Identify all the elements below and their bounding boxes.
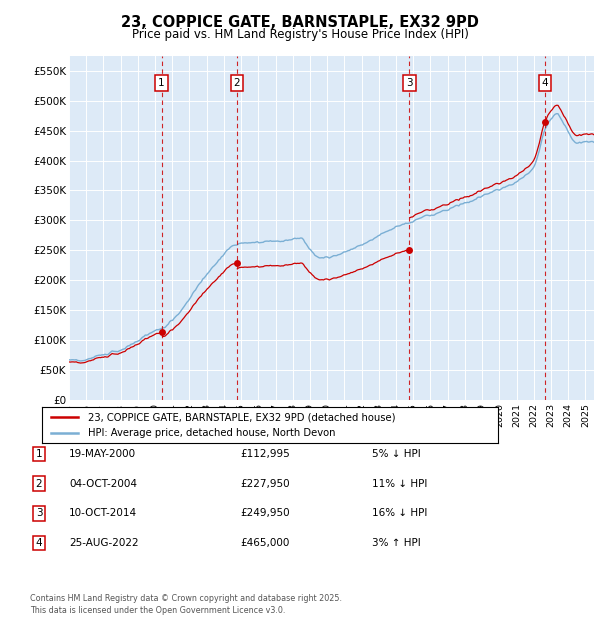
Text: 19-MAY-2000: 19-MAY-2000 <box>69 449 136 459</box>
Text: 4: 4 <box>35 538 43 548</box>
Text: £465,000: £465,000 <box>240 538 289 548</box>
Text: 1: 1 <box>158 78 165 87</box>
Text: 2: 2 <box>35 479 43 489</box>
Text: 11% ↓ HPI: 11% ↓ HPI <box>372 479 427 489</box>
Text: 3: 3 <box>35 508 43 518</box>
Text: 3: 3 <box>406 78 413 87</box>
Text: 16% ↓ HPI: 16% ↓ HPI <box>372 508 427 518</box>
Text: 23, COPPICE GATE, BARNSTAPLE, EX32 9PD: 23, COPPICE GATE, BARNSTAPLE, EX32 9PD <box>121 16 479 30</box>
Text: 23, COPPICE GATE, BARNSTAPLE, EX32 9PD (detached house): 23, COPPICE GATE, BARNSTAPLE, EX32 9PD (… <box>88 412 395 422</box>
Text: HPI: Average price, detached house, North Devon: HPI: Average price, detached house, Nort… <box>88 428 335 438</box>
Text: 4: 4 <box>542 78 548 87</box>
Text: 3% ↑ HPI: 3% ↑ HPI <box>372 538 421 548</box>
Text: 5% ↓ HPI: 5% ↓ HPI <box>372 449 421 459</box>
Text: 2: 2 <box>233 78 241 87</box>
Text: £249,950: £249,950 <box>240 508 290 518</box>
Text: £227,950: £227,950 <box>240 479 290 489</box>
Text: 1: 1 <box>35 449 43 459</box>
Text: £112,995: £112,995 <box>240 449 290 459</box>
Text: 04-OCT-2004: 04-OCT-2004 <box>69 479 137 489</box>
Text: 25-AUG-2022: 25-AUG-2022 <box>69 538 139 548</box>
Text: Contains HM Land Registry data © Crown copyright and database right 2025.
This d: Contains HM Land Registry data © Crown c… <box>30 594 342 615</box>
Text: 10-OCT-2014: 10-OCT-2014 <box>69 508 137 518</box>
Text: Price paid vs. HM Land Registry's House Price Index (HPI): Price paid vs. HM Land Registry's House … <box>131 28 469 40</box>
